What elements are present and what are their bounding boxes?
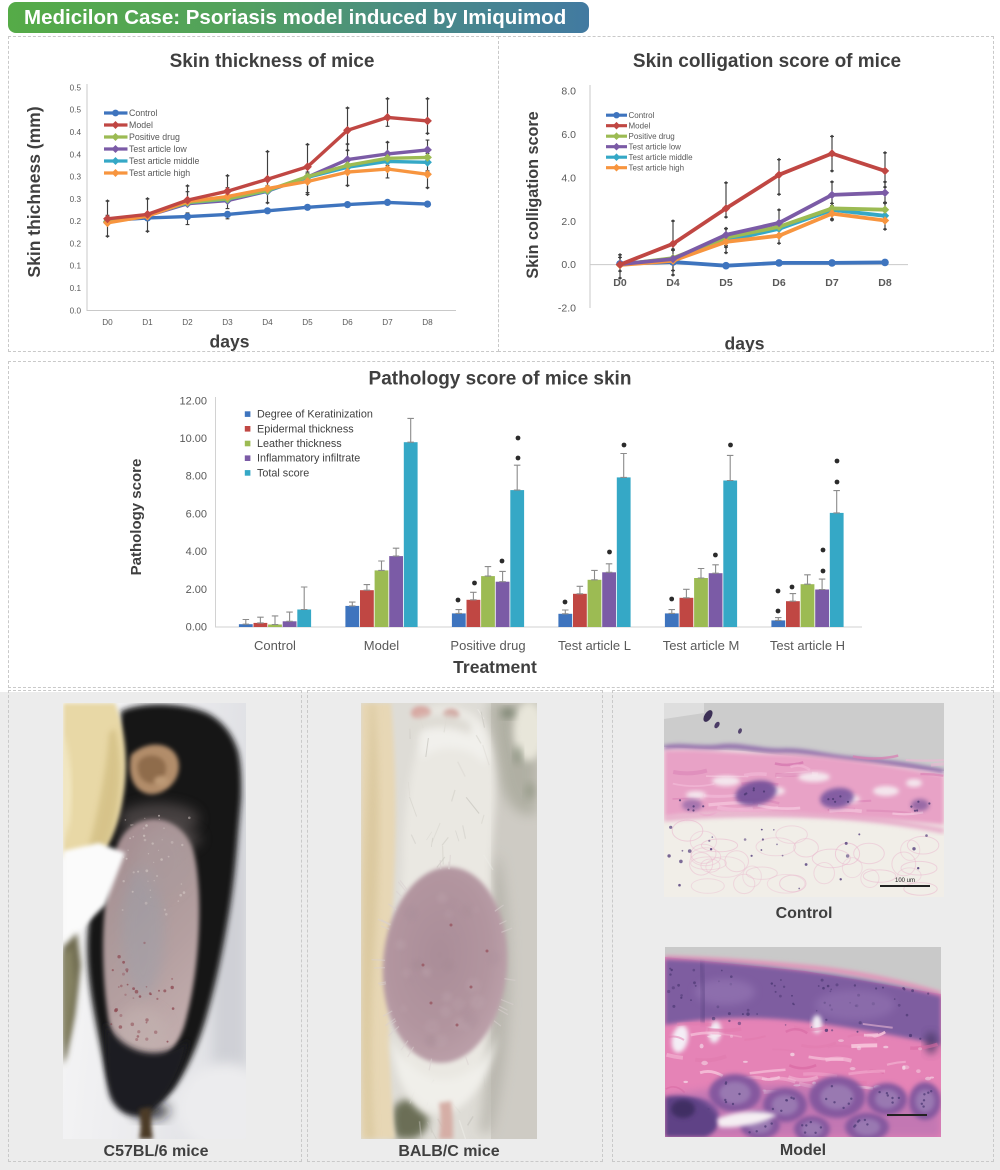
svg-text:Test article L: Test article L: [558, 638, 631, 653]
svg-text:D8: D8: [878, 277, 892, 289]
svg-text:2.00: 2.00: [186, 584, 207, 596]
svg-text:D6: D6: [342, 318, 353, 327]
svg-text:100 um: 100 um: [895, 878, 915, 884]
svg-text:0.3: 0.3: [70, 195, 82, 204]
svg-text:Control: Control: [629, 111, 655, 120]
svg-text:0.2: 0.2: [70, 239, 82, 248]
svg-text:Control: Control: [254, 638, 296, 653]
svg-text:0.00: 0.00: [186, 622, 207, 634]
svg-text:0.5: 0.5: [70, 83, 82, 92]
svg-text:Test article middle: Test article middle: [129, 156, 200, 166]
svg-text:4.00: 4.00: [186, 546, 207, 558]
svg-text:Test article low: Test article low: [629, 143, 682, 152]
svg-text:D5: D5: [302, 318, 313, 327]
svg-text:0.2: 0.2: [70, 217, 82, 226]
svg-text:Pathology score of mice skin: Pathology score of mice skin: [369, 369, 632, 390]
svg-text:0.1: 0.1: [70, 284, 82, 293]
svg-text:8.00: 8.00: [186, 471, 207, 483]
svg-text:Model: Model: [364, 638, 400, 653]
svg-text:0.5: 0.5: [70, 106, 82, 115]
svg-text:D8: D8: [422, 318, 433, 327]
svg-text:D7: D7: [825, 277, 839, 289]
svg-text:Model: Model: [629, 122, 651, 131]
svg-text:Skin colligation score: Skin colligation score: [524, 111, 542, 278]
svg-text:0.3: 0.3: [70, 173, 82, 182]
svg-text:Inflammatory infiltrate: Inflammatory infiltrate: [257, 453, 360, 465]
svg-text:D0: D0: [613, 277, 627, 289]
svg-text:Test article H: Test article H: [770, 638, 845, 653]
svg-text:Control: Control: [129, 108, 157, 118]
svg-text:6.00: 6.00: [186, 508, 207, 520]
svg-text:6.0: 6.0: [561, 129, 576, 141]
svg-text:Pathology score: Pathology score: [128, 459, 145, 576]
svg-text:Positive drug: Positive drug: [629, 132, 675, 141]
svg-text:0.4: 0.4: [70, 150, 82, 159]
svg-text:D0: D0: [102, 318, 113, 327]
svg-text:2.0: 2.0: [561, 216, 576, 228]
svg-text:Skin thickness of mice: Skin thickness of mice: [170, 51, 375, 72]
svg-text:D3: D3: [222, 318, 233, 327]
svg-text:D6: D6: [772, 277, 786, 289]
svg-text:Degree of Keratinization: Degree of Keratinization: [257, 409, 373, 421]
svg-text:12.00: 12.00: [179, 395, 207, 407]
svg-text:Positive drug: Positive drug: [450, 638, 525, 653]
svg-text:Treatment: Treatment: [453, 657, 537, 677]
svg-text:Positive drug: Positive drug: [129, 132, 180, 142]
svg-text:4.0: 4.0: [561, 172, 576, 184]
svg-text:D1: D1: [142, 318, 153, 327]
svg-text:0.0: 0.0: [70, 306, 82, 315]
svg-text:Test article low: Test article low: [129, 144, 187, 154]
svg-text:Skin thichness (mm): Skin thichness (mm): [24, 106, 44, 277]
svg-text:Test article high: Test article high: [629, 164, 685, 173]
svg-text:Test article high: Test article high: [129, 168, 190, 178]
svg-text:Leather thickness: Leather thickness: [257, 438, 342, 450]
svg-text:0.0: 0.0: [561, 259, 576, 271]
svg-text:D5: D5: [719, 277, 733, 289]
svg-text:10.00: 10.00: [179, 433, 207, 445]
svg-text:D7: D7: [382, 318, 393, 327]
svg-text:D4: D4: [262, 318, 273, 327]
svg-text:0.1: 0.1: [70, 262, 82, 271]
svg-text:Test article middle: Test article middle: [629, 153, 694, 162]
svg-text:Test article M: Test article M: [663, 638, 740, 653]
svg-text:D2: D2: [182, 318, 193, 327]
svg-text:Skin colligation score of mice: Skin colligation score of mice: [633, 51, 901, 72]
svg-text:D4: D4: [666, 277, 680, 289]
svg-text:Total score: Total score: [257, 467, 309, 479]
svg-text:Model: Model: [129, 120, 153, 130]
svg-text:-2.0: -2.0: [558, 303, 576, 315]
svg-text:Epidermal thickness: Epidermal thickness: [257, 423, 354, 435]
svg-text:days: days: [210, 332, 250, 352]
svg-text:8.0: 8.0: [561, 86, 576, 98]
svg-text:0.4: 0.4: [70, 128, 82, 137]
svg-text:days: days: [725, 334, 765, 353]
